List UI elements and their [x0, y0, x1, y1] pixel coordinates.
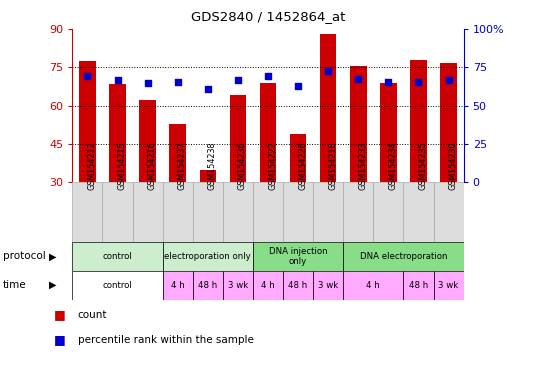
Bar	[374, 182, 404, 242]
Text: GDS2840 / 1452864_at: GDS2840 / 1452864_at	[191, 10, 345, 23]
Bar	[109, 84, 126, 182]
Bar	[343, 182, 374, 242]
Text: 3 wk: 3 wk	[228, 281, 248, 290]
Text: GSM154236: GSM154236	[238, 141, 247, 190]
Bar	[290, 134, 307, 182]
Text: ▶: ▶	[49, 280, 56, 290]
Point	[384, 79, 393, 85]
Point	[204, 86, 212, 93]
Bar	[434, 182, 464, 242]
Text: control: control	[102, 252, 132, 261]
Text: GSM154233: GSM154233	[358, 141, 367, 190]
Text: 48 h: 48 h	[198, 281, 218, 290]
Text: 4 h: 4 h	[171, 281, 184, 290]
Bar	[132, 182, 162, 242]
Point	[354, 76, 362, 83]
Bar	[162, 271, 193, 300]
Bar	[162, 182, 193, 242]
Bar	[253, 182, 283, 242]
Bar	[253, 242, 343, 271]
Text: DNA injection
only: DNA injection only	[269, 247, 327, 266]
Bar	[193, 271, 223, 300]
Bar	[229, 95, 246, 182]
Text: GSM154234: GSM154234	[389, 141, 397, 190]
Text: GSM154218: GSM154218	[328, 141, 337, 190]
Text: DNA electroporation: DNA electroporation	[360, 252, 447, 261]
Point	[113, 77, 122, 83]
Text: GSM154230: GSM154230	[449, 141, 458, 190]
Bar	[72, 182, 102, 242]
Text: GSM154237: GSM154237	[178, 141, 187, 190]
Text: GSM154235: GSM154235	[419, 141, 428, 190]
Bar	[169, 124, 186, 182]
Text: electroporation only: electroporation only	[165, 252, 251, 261]
Bar	[139, 101, 156, 182]
Bar	[313, 271, 343, 300]
Point	[444, 77, 453, 83]
Bar	[199, 170, 216, 182]
Bar	[253, 271, 283, 300]
Text: ▶: ▶	[49, 251, 56, 262]
Bar	[350, 66, 367, 182]
Text: 4 h: 4 h	[367, 281, 380, 290]
Text: ■: ■	[54, 308, 65, 321]
Bar	[283, 271, 313, 300]
Point	[174, 79, 182, 85]
Text: GSM154222: GSM154222	[268, 141, 277, 190]
Text: 48 h: 48 h	[409, 281, 428, 290]
Text: count: count	[78, 310, 107, 320]
Text: 4 h: 4 h	[261, 281, 275, 290]
Text: GSM154215: GSM154215	[117, 141, 126, 190]
Text: ■: ■	[54, 333, 65, 346]
Bar	[283, 182, 313, 242]
Bar	[380, 83, 397, 182]
Bar	[343, 271, 404, 300]
Point	[294, 83, 302, 89]
Text: time: time	[3, 280, 26, 290]
Bar	[162, 242, 253, 271]
Point	[414, 79, 423, 85]
Bar	[223, 271, 253, 300]
Point	[83, 73, 92, 79]
Bar	[313, 182, 343, 242]
Bar	[193, 182, 223, 242]
Bar	[404, 271, 434, 300]
Bar	[320, 34, 337, 182]
Text: protocol: protocol	[3, 251, 46, 262]
Bar	[434, 271, 464, 300]
Point	[324, 68, 332, 74]
Text: control: control	[102, 281, 132, 290]
Text: 3 wk: 3 wk	[318, 281, 338, 290]
Text: 3 wk: 3 wk	[438, 281, 459, 290]
Point	[264, 73, 272, 79]
Point	[234, 77, 242, 83]
Text: percentile rank within the sample: percentile rank within the sample	[78, 335, 254, 345]
Bar	[72, 242, 162, 271]
Bar	[72, 271, 162, 300]
Text: GSM154226: GSM154226	[298, 141, 307, 190]
Bar	[102, 182, 132, 242]
Text: GSM154216: GSM154216	[147, 141, 157, 190]
Text: GSM154238: GSM154238	[208, 141, 217, 190]
Bar	[260, 83, 276, 182]
Bar	[343, 242, 464, 271]
Point	[143, 80, 152, 86]
Bar	[223, 182, 253, 242]
Bar	[79, 61, 96, 182]
Text: 48 h: 48 h	[288, 281, 308, 290]
Text: GSM154212: GSM154212	[87, 141, 96, 190]
Bar	[404, 182, 434, 242]
Bar	[440, 63, 457, 182]
Bar	[410, 60, 427, 182]
